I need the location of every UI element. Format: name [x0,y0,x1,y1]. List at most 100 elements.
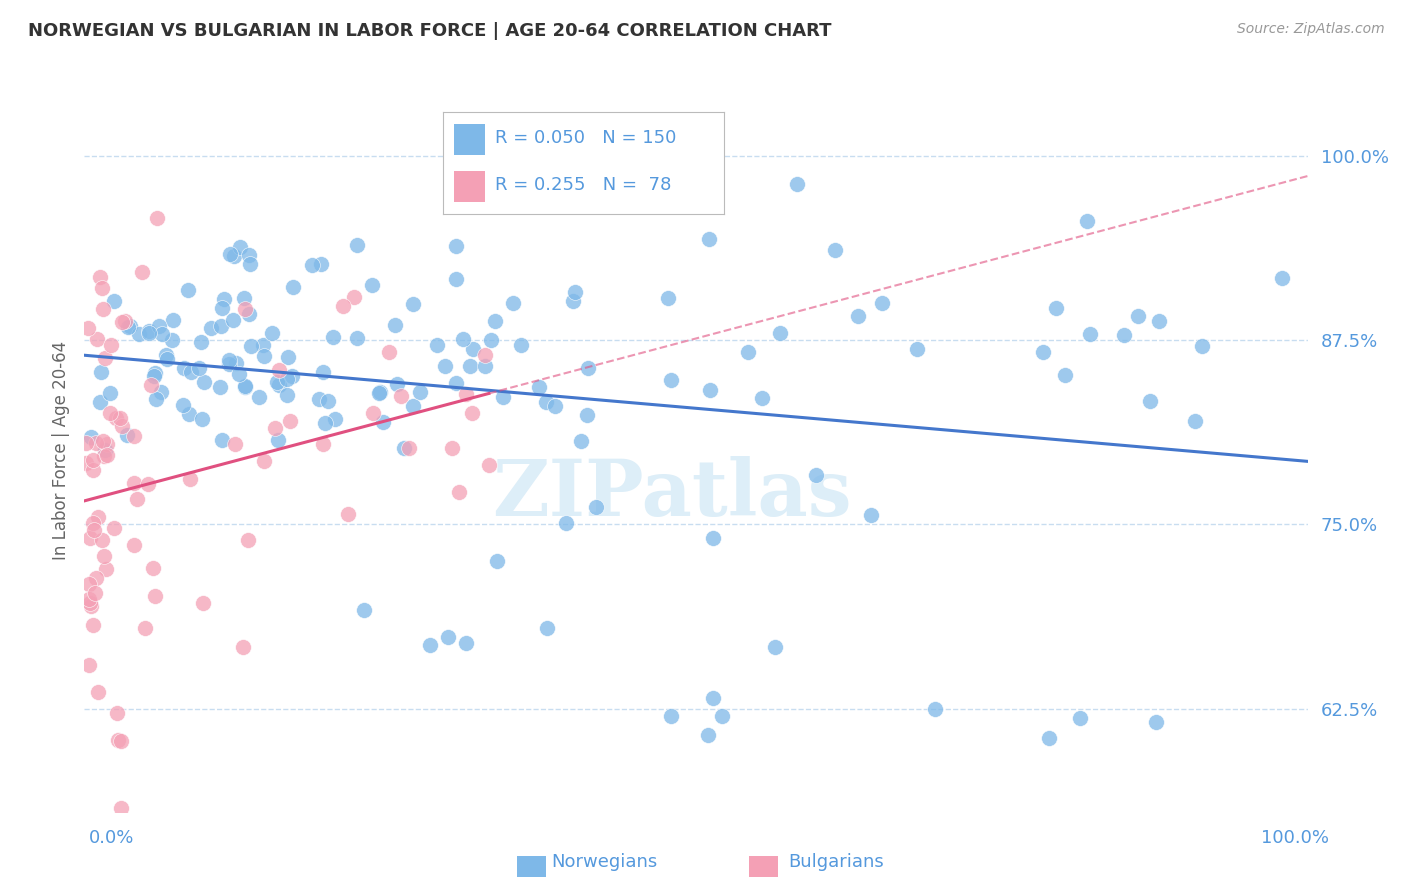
Point [238,533,260,548]
Point [253,454,276,468]
Point [536,621,558,635]
Point [458,359,481,373]
Point [446,239,468,253]
Point [1139,394,1161,409]
Point [1271,271,1294,285]
Point [447,484,470,499]
Point [479,334,502,348]
Point [461,406,484,420]
Point [1147,314,1170,328]
Point [238,248,260,262]
Point [143,366,166,380]
Point [576,361,599,376]
Point [75,435,97,450]
Point [385,377,408,392]
Point [238,307,260,321]
Point [1184,414,1206,428]
Point [79,596,101,610]
Point [361,278,384,293]
Point [1032,344,1054,359]
Point [146,211,169,225]
Point [143,589,166,603]
Point [125,491,148,506]
Point [89,269,111,284]
Point [84,571,107,585]
Point [323,411,346,425]
Point [260,326,283,340]
Point [544,399,567,413]
Point [128,327,150,342]
Point [353,603,375,617]
Point [160,333,183,347]
Point [134,621,156,635]
Point [585,500,607,514]
Point [209,318,232,333]
Point [562,294,585,309]
Point [77,592,100,607]
Point [233,378,256,392]
Point [83,586,105,600]
Point [155,348,177,362]
Point [332,299,354,313]
Point [233,380,256,394]
Point [696,728,718,742]
Point [225,356,247,370]
Point [711,709,734,723]
Point [94,351,117,366]
Point [96,437,118,451]
Text: Source: ZipAtlas.com: Source: ZipAtlas.com [1237,22,1385,37]
Text: ZIPatlas: ZIPatlas [492,456,851,532]
Point [1053,368,1076,382]
Point [86,332,108,346]
Point [1078,327,1101,342]
Point [80,599,103,614]
Point [80,430,103,444]
Point [187,360,209,375]
Point [222,249,245,263]
Text: NORWEGIAN VS BULGARIAN IN LABOR FORCE | AGE 20-64 CORRELATION CHART: NORWEGIAN VS BULGARIAN IN LABOR FORCE | … [28,22,831,40]
Point [737,344,759,359]
Point [212,292,235,306]
Point [859,508,882,522]
Point [343,290,366,304]
Text: R = 0.255   N =  78: R = 0.255 N = 78 [495,177,671,194]
Point [98,406,121,420]
Point [90,365,112,379]
Point [276,388,298,402]
Point [659,373,682,387]
Point [402,400,425,414]
Point [82,452,104,467]
Point [346,238,368,252]
Point [115,427,138,442]
Point [463,342,485,356]
Point [384,318,406,332]
Point [239,257,262,271]
Point [474,348,496,362]
Point [478,458,501,472]
Point [657,291,679,305]
Point [266,375,288,389]
Point [193,375,215,389]
Point [179,407,201,421]
Point [314,416,336,430]
Point [90,281,112,295]
Point [492,390,515,404]
Point [441,441,464,455]
Point [180,365,202,379]
Point [118,319,141,334]
Y-axis label: In Labor Force | Age 20-64: In Labor Force | Age 20-64 [52,341,70,560]
Point [510,338,533,352]
Point [232,291,254,305]
Point [769,326,792,340]
Point [136,476,159,491]
Point [111,419,134,434]
Point [224,437,246,451]
Point [94,443,117,458]
Point [100,338,122,352]
Point [86,436,108,450]
Point [368,386,391,401]
Point [1144,715,1167,730]
Point [89,394,111,409]
Point [434,359,457,374]
Point [103,293,125,308]
